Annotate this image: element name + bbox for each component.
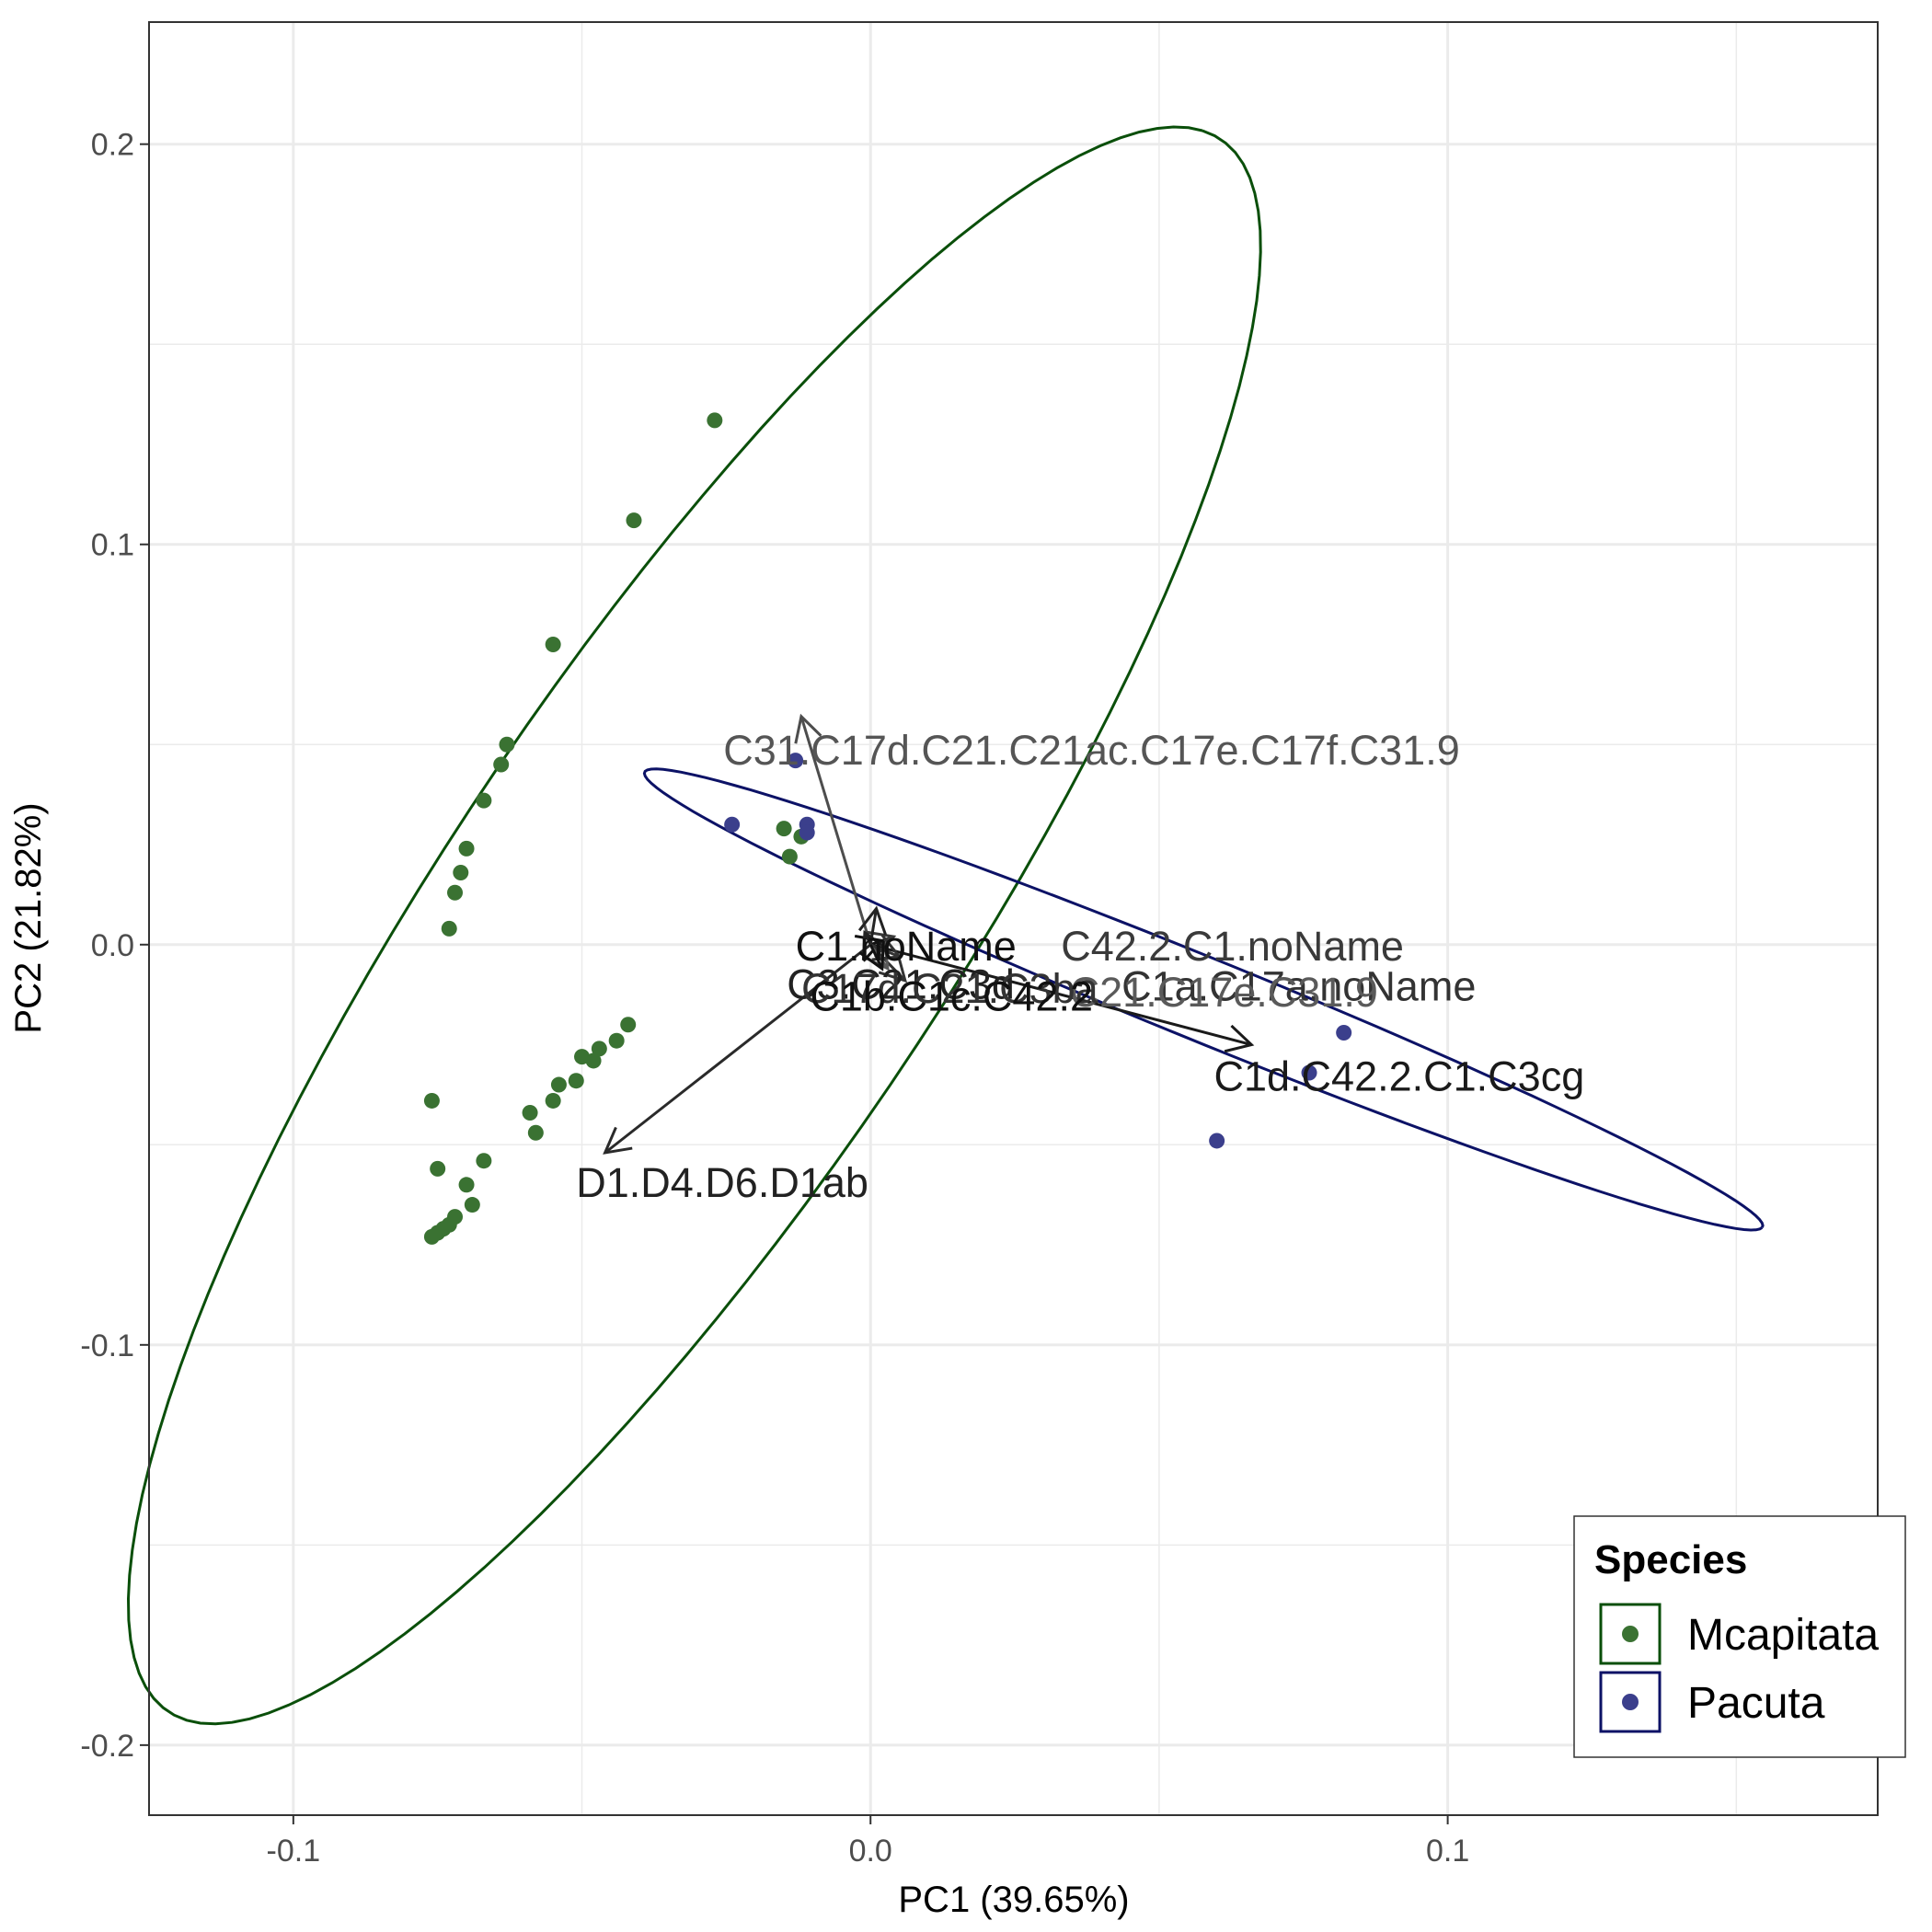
point-pacuta <box>1209 1133 1225 1149</box>
grid <box>149 22 1878 1815</box>
loading-arrow-head <box>794 713 822 744</box>
y-tick-label: -0.2 <box>80 1729 134 1764</box>
loading-label: C3.C21.C3d <box>787 961 1015 1008</box>
point-mcapitata <box>707 412 723 429</box>
point-mcapitata <box>493 756 510 773</box>
point-pacuta <box>724 816 741 833</box>
point-mcapitata <box>499 736 515 753</box>
panel-border <box>148 21 1879 1816</box>
point-mcapitata <box>522 1104 538 1121</box>
point-mcapitata <box>527 1124 544 1141</box>
legend-marker-pacuta <box>1622 1694 1639 1710</box>
point-mcapitata <box>776 821 792 837</box>
legend-label-pacuta: Pacuta <box>1687 1679 1825 1728</box>
point-mcapitata <box>423 1228 440 1245</box>
point-pacuta <box>799 824 815 841</box>
point-mcapitata <box>441 920 457 937</box>
point-mcapitata <box>550 1076 567 1093</box>
point-mcapitata <box>545 636 561 652</box>
x-axis: -0.1 0.0 0.1 <box>267 1815 1469 1869</box>
point-mcapitata <box>591 1041 607 1057</box>
loading-label: C1b.C1c.C42.2 <box>810 973 1093 1020</box>
point-mcapitata <box>781 848 798 865</box>
loading-label: C1.noName <box>796 923 1017 970</box>
loading-arrow-head <box>858 940 885 972</box>
point-mcapitata <box>545 1092 561 1109</box>
legend: Species Mcapitata Pacuta <box>1573 1515 1906 1758</box>
ellipse-pacuta <box>642 767 1765 1232</box>
ellipse-mcapitata <box>126 125 1262 1726</box>
loading-label: C17d.C21.C3ba <box>801 965 1099 1012</box>
loading-arrow-shaft <box>868 944 884 970</box>
point-mcapitata <box>458 1177 475 1193</box>
loading-label: C31.C17d.C21.C21ac.C17e.C17f.C31.9 <box>723 727 1460 774</box>
loading-label: C1a.C17a.noName <box>1121 963 1476 1010</box>
point-mcapitata <box>447 884 464 901</box>
legend-entries: Mcapitata Pacuta <box>1599 1603 1879 1733</box>
loading-arrow-shaft <box>869 943 1252 1046</box>
data-points <box>423 412 1352 1245</box>
y-tick-label: 0.2 <box>91 128 134 163</box>
loading-arrow-shaft <box>604 943 872 1155</box>
loading-vectors <box>603 713 1255 1155</box>
y-axis-title: PC2 (21.82%) <box>8 802 49 1033</box>
loading-arrow-head <box>878 953 908 983</box>
point-mcapitata <box>620 1017 637 1033</box>
loading-arrow-head <box>871 934 903 961</box>
point-mcapitata <box>574 1049 591 1065</box>
point-mcapitata <box>608 1032 625 1049</box>
confidence-ellipses <box>126 125 1765 1726</box>
y-tick-label: 0.1 <box>91 528 134 563</box>
point-pacuta <box>788 753 804 769</box>
legend-label-mcapitata: Mcapitata <box>1687 1611 1879 1660</box>
loading-arrow-shaft <box>799 716 872 946</box>
loading-label: C42.2.C1.noName <box>1061 923 1404 970</box>
point-mcapitata <box>458 840 475 857</box>
point-mcapitata <box>430 1160 446 1177</box>
y-tick-label: 0.0 <box>91 928 134 963</box>
x-tick-label: 0.0 <box>849 1834 892 1869</box>
loading-arrow-head <box>603 1126 633 1155</box>
point-mcapitata <box>476 1153 492 1169</box>
y-tick-label: -0.1 <box>80 1328 134 1363</box>
x-tick-label: 0.1 <box>1426 1834 1469 1869</box>
point-mcapitata <box>453 864 469 880</box>
x-tick-label: -0.1 <box>267 1834 321 1869</box>
x-axis-title: PC1 (39.65%) <box>898 1880 1129 1920</box>
point-mcapitata <box>464 1197 480 1213</box>
point-pacuta <box>1336 1024 1352 1041</box>
loading-label: C21.C17e.C31.9 <box>1070 969 1378 1016</box>
loading-arrow-head <box>857 905 887 936</box>
loading-arrow-shaft <box>869 943 901 959</box>
loading-labels: C31.C17d.C21.C21ac.C17e.C17f.C31.9 C1d.C4… <box>576 727 1584 1206</box>
point-mcapitata <box>568 1073 584 1089</box>
loading-label: D1.D4.D6.D1ab <box>576 1159 868 1206</box>
legend-marker-mcapitata <box>1622 1626 1639 1642</box>
loading-arrow-head <box>1224 1024 1255 1053</box>
point-mcapitata <box>626 512 642 529</box>
y-axis: 0.2 0.1 0.0 -0.1 -0.2 <box>80 128 149 1764</box>
legend-title: Species <box>1594 1537 1747 1582</box>
loading-label: C1d.C42.2.C1.C3cg <box>1214 1053 1585 1100</box>
point-pacuta <box>1301 1064 1317 1081</box>
loading-arrow-head <box>861 929 889 960</box>
point-mcapitata <box>423 1092 440 1109</box>
point-mcapitata <box>476 792 492 809</box>
